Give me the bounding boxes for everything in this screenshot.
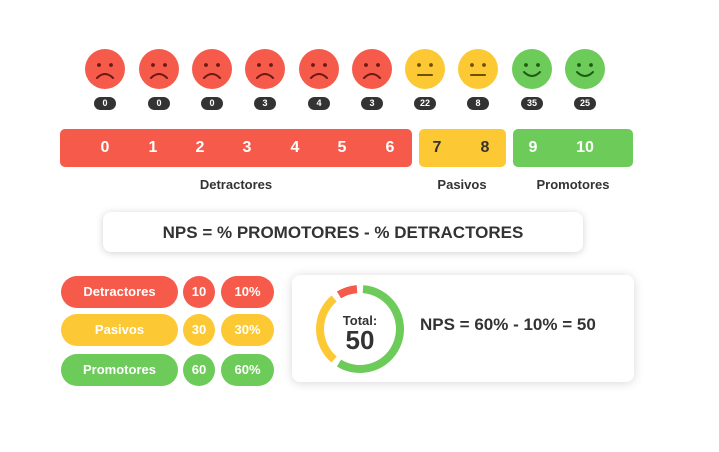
passive-summary-percent: 30%: [221, 314, 274, 346]
promoter-summary-count: 60: [183, 354, 215, 386]
passive-summary-label: Pasivos: [61, 314, 178, 346]
nps-donut: Total: 50: [316, 285, 404, 373]
donut-total-label: Total:: [343, 313, 377, 328]
response-count-badge: 35: [521, 97, 543, 110]
nps-result-card: Total: 50 NPS = 60% - 10% = 50: [292, 275, 634, 382]
detractor-summary-count: 10: [183, 276, 215, 308]
response-count-badge: 3: [361, 97, 383, 110]
neutral-face-icon: [404, 48, 446, 90]
response-count-badge: 25: [574, 97, 596, 110]
donut-segment-detractor: [336, 285, 358, 299]
response-count-badge: 0: [148, 97, 170, 110]
sad-face-icon: [138, 48, 180, 90]
promoter-summary-percent: 60%: [221, 354, 274, 386]
sad-face-icon: [84, 48, 126, 90]
score-5: 5: [337, 139, 347, 156]
sad-face-icon: [191, 48, 233, 90]
detractor-scale-bar: [60, 129, 412, 167]
promoter-scale-bar: [513, 129, 633, 167]
detractor-summary-label: Detractores: [61, 276, 178, 308]
passive-scale-bar: [419, 129, 506, 167]
sad-face-icon: [244, 48, 286, 90]
happy-face-icon: [511, 48, 553, 90]
promoter-group-label: Promotores: [536, 177, 610, 192]
score-10: 10: [576, 139, 594, 156]
response-count-badge: 4: [308, 97, 330, 110]
score-0: 0: [100, 139, 110, 156]
donut-segment-passive: [316, 295, 337, 363]
happy-face-icon: [564, 48, 606, 90]
passive-summary-count: 30: [183, 314, 215, 346]
neutral-face-icon: [457, 48, 499, 90]
detractor-group-label: Detractores: [199, 177, 273, 192]
response-count-badge: 0: [201, 97, 223, 110]
donut-segment-promoter: [336, 285, 404, 373]
response-count-badge: 8: [467, 97, 489, 110]
score-9: 9: [528, 139, 538, 156]
score-7: 7: [432, 139, 442, 156]
score-8: 8: [480, 139, 490, 156]
response-count-badge: 3: [254, 97, 276, 110]
score-4: 4: [290, 139, 300, 156]
nps-calculation: NPS = 60% - 10% = 50: [420, 315, 596, 334]
score-1: 1: [148, 139, 158, 156]
score-2: 2: [195, 139, 205, 156]
sad-face-icon: [351, 48, 393, 90]
detractor-summary-percent: 10%: [221, 276, 274, 308]
passive-group-label: Pasivos: [437, 177, 487, 192]
response-count-badge: 0: [94, 97, 116, 110]
promoter-summary-label: Promotores: [61, 354, 178, 386]
score-6: 6: [385, 139, 395, 156]
response-count-badge: 22: [414, 97, 436, 110]
donut-total-value: 50: [346, 325, 375, 355]
score-3: 3: [242, 139, 252, 156]
nps-formula: NPS = % PROMOTORES - % DETRACTORES: [103, 212, 583, 252]
sad-face-icon: [298, 48, 340, 90]
